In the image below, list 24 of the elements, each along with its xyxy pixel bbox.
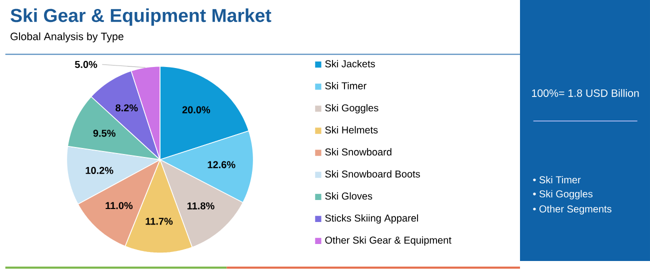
data-label: 11.7% — [146, 218, 173, 225]
text: 100%= 1.8 USD Billion — [532, 89, 639, 97]
data-label: 10.2% — [86, 166, 114, 174]
text: • Other Segments — [533, 205, 612, 214]
data-label: 11.0% — [106, 202, 133, 210]
legend-label: Ski Gloves — [325, 192, 372, 200]
text: • Ski Goggles — [533, 190, 593, 200]
legend-label: Other Ski Gear & Equipment — [325, 236, 452, 246]
legend-label: Sticks Skiing Apparel — [325, 214, 418, 224]
data-label: 12.6% — [208, 161, 236, 168]
legend-label: Ski Snowboard Boots — [325, 170, 420, 178]
text: • Ski Timer — [533, 176, 581, 184]
data-label: 20.0% — [182, 106, 210, 114]
legend-label: Ski Goggles — [325, 104, 378, 114]
data-label: 11.8% — [187, 202, 214, 210]
legend-label: Ski Helmets — [325, 126, 378, 134]
legend-label: Ski Timer — [325, 82, 366, 90]
chart-title: Ski Gear & Equipment Market — [10, 8, 272, 26]
legend-label: Ski Jackets — [325, 60, 375, 68]
chart-subtitle: Global Analysis by Type — [10, 32, 124, 42]
data-label: 8.2% — [116, 104, 138, 112]
legend-label: Ski Snowboard — [325, 148, 392, 156]
data-label: 9.5% — [93, 130, 116, 137]
data-label: 5.0% — [74, 60, 98, 68]
